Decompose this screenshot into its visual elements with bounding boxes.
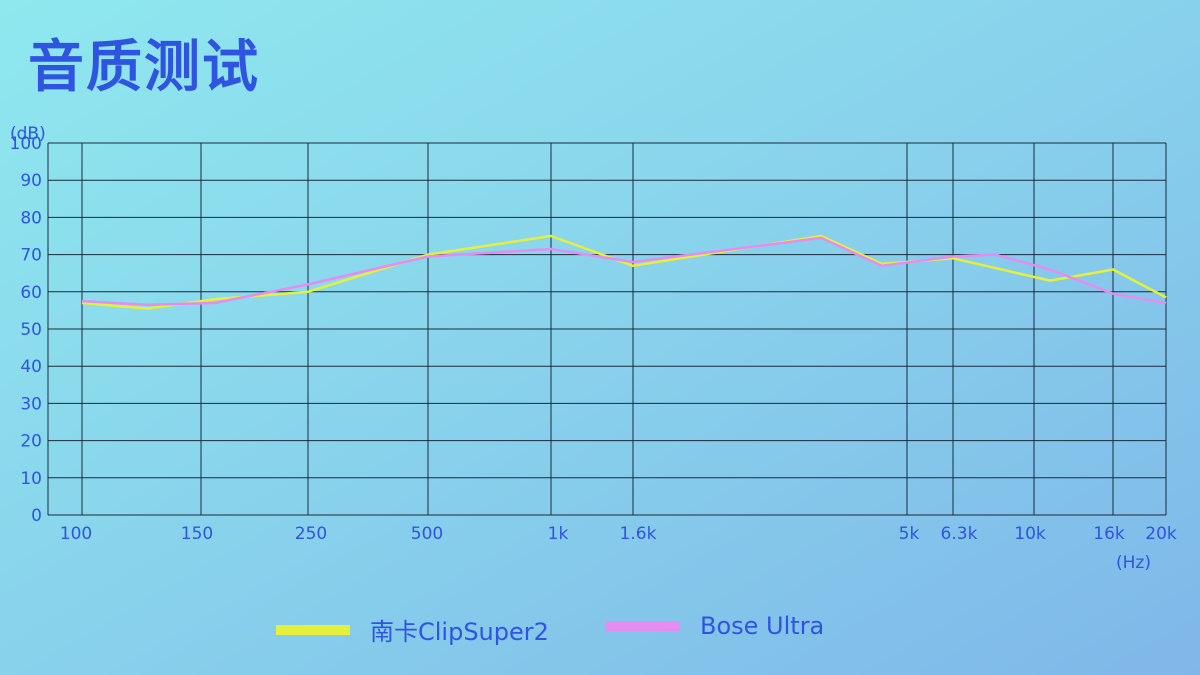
x-tick-label: 500 [411, 524, 443, 544]
x-tick-label: 250 [295, 524, 327, 544]
x-tick-label: 100 [60, 524, 92, 544]
chart-legend: 南卡ClipSuper2 Bose Ultra [0, 612, 1200, 652]
y-tick-label: 60 [20, 283, 42, 303]
x-tick-label: 20k [1145, 524, 1177, 544]
x-axis-labels: 100 150 250 500 1k 1.6k 5k 6.3k 10k 16k 20k [60, 524, 1177, 544]
series-lines [81, 234, 1167, 310]
y-tick-label: 10 [20, 469, 42, 489]
y-tick-label: 20 [20, 432, 42, 452]
y-tick-label: 40 [20, 357, 42, 377]
x-tick-label: 5k [899, 524, 920, 544]
legend-item-bose: Bose Ultra [606, 612, 824, 640]
x-tick-label: 1k [548, 524, 569, 544]
legend-item-nanka: 南卡ClipSuper2 [276, 612, 549, 647]
series-line-bose [81, 236, 1167, 307]
y-tick-label: 100 [10, 134, 42, 154]
legend-label-nanka: 南卡ClipSuper2 [370, 618, 549, 646]
x-tick-label: 16k [1093, 524, 1125, 544]
y-tick-label: 0 [31, 506, 42, 526]
legend-swatch-bose [606, 621, 680, 631]
x-axis-unit-label: (Hz) [1116, 553, 1151, 573]
y-tick-label: 80 [20, 208, 42, 228]
y-tick-label: 50 [20, 320, 42, 340]
chart-grid [47, 142, 1167, 516]
x-tick-label: 6.3k [941, 524, 978, 544]
series-line-nanka [81, 234, 1167, 310]
y-axis-unit-label: (dB) [10, 124, 46, 144]
x-tick-label: 150 [181, 524, 213, 544]
y-tick-label: 90 [20, 171, 42, 191]
y-tick-label: 30 [20, 394, 42, 414]
y-tick-label: 70 [20, 246, 42, 266]
x-tick-label: 1.6k [620, 524, 657, 544]
x-tick-label: 10k [1014, 524, 1046, 544]
y-axis-labels: 0 10 20 30 40 50 60 70 80 90 100 [10, 134, 42, 526]
page-title: 音质测试 [28, 35, 260, 100]
legend-swatch-nanka [276, 624, 350, 635]
legend-label-bose: Bose Ultra [700, 612, 825, 640]
